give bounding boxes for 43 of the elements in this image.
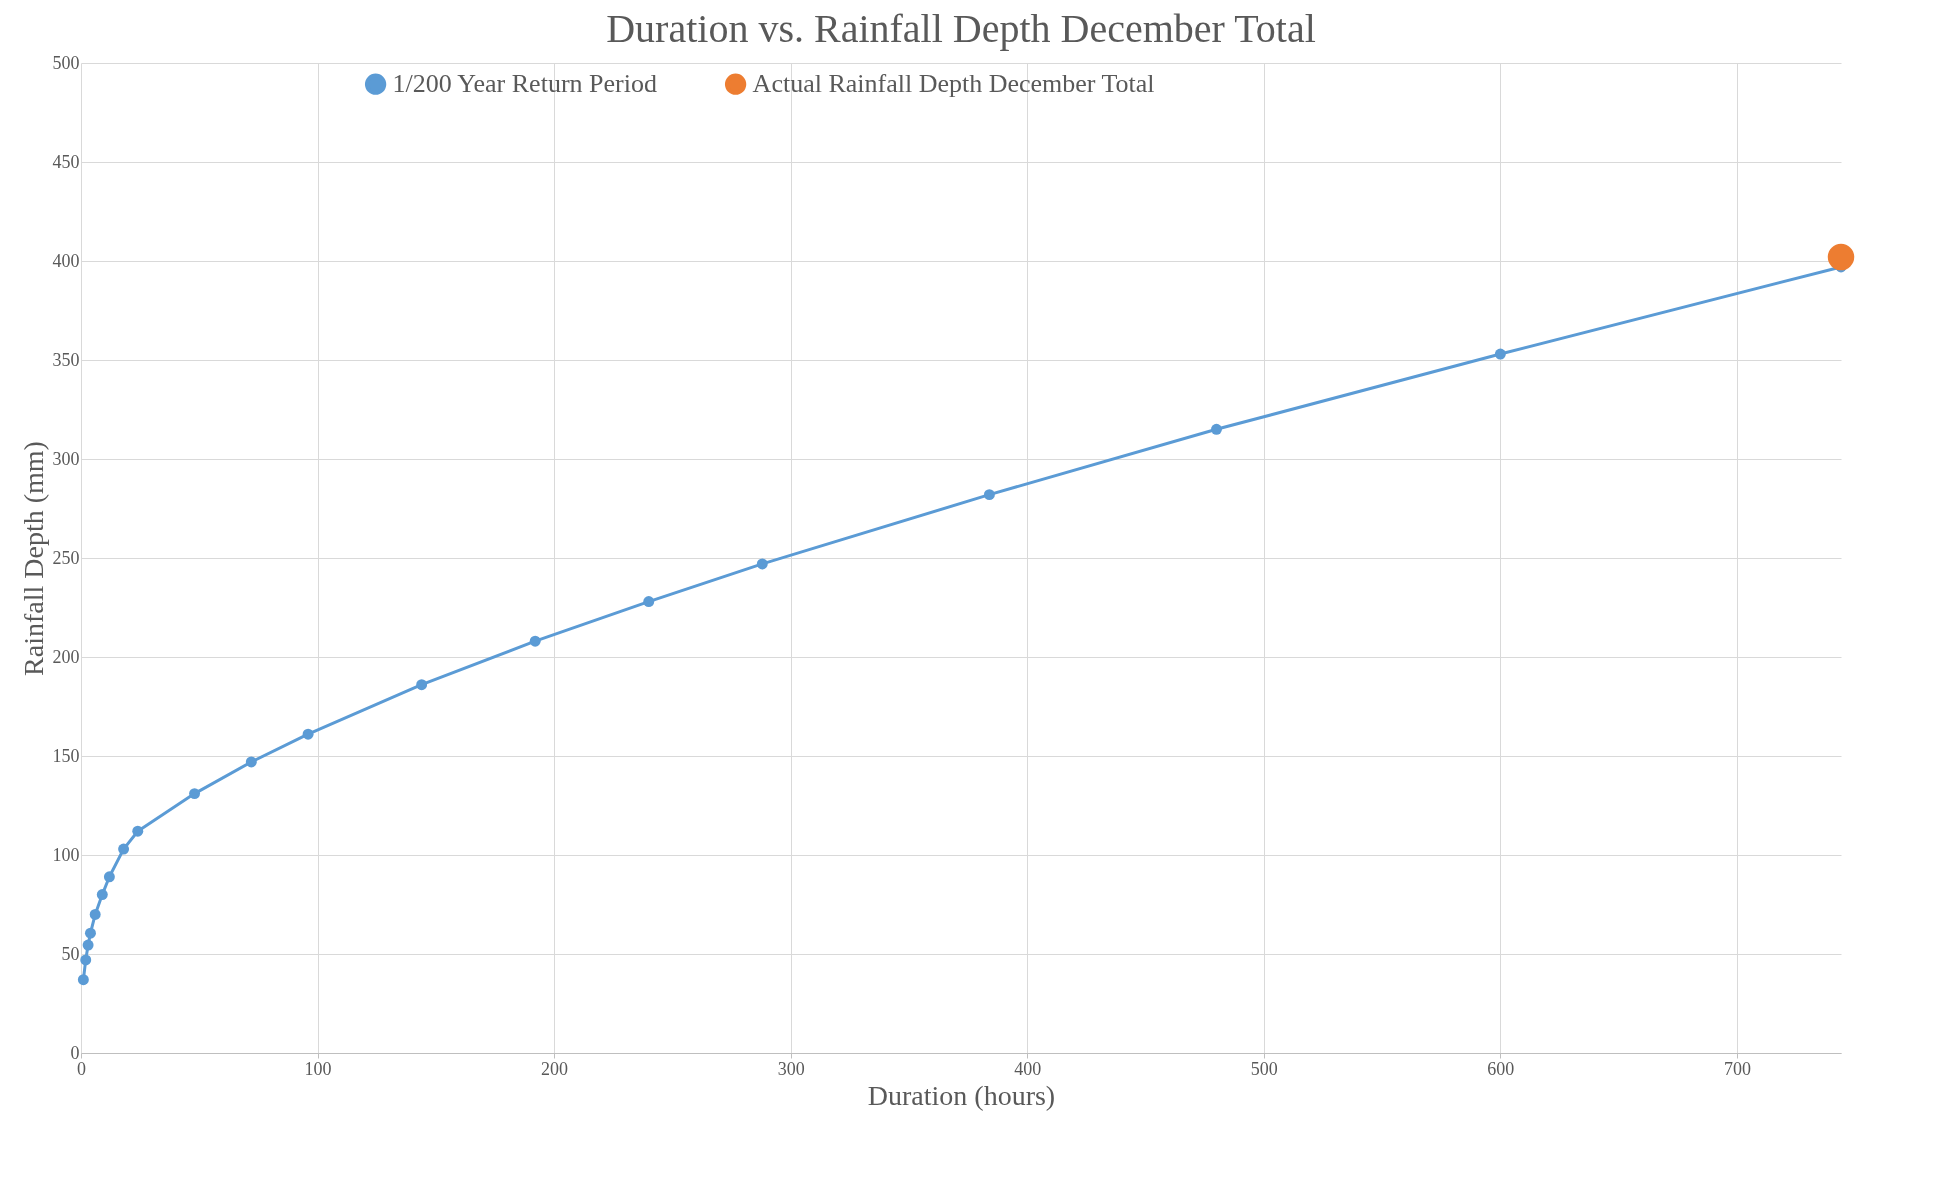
x-tick-label: 200 [541, 1058, 569, 1079]
chart-title: Duration vs. Rainfall Depth December Total [606, 6, 1316, 51]
x-tick-label: 300 [777, 1058, 805, 1079]
point [643, 596, 655, 608]
point [103, 871, 115, 883]
point [84, 927, 96, 939]
x-tick-label: 100 [304, 1058, 332, 1079]
x-tick-label: 600 [1487, 1058, 1515, 1079]
y-tick-label: 200 [52, 646, 80, 667]
x-tick-label: 400 [1014, 1058, 1042, 1079]
point [1211, 423, 1222, 435]
legend-label: Actual Rainfall Depth December Total [752, 69, 1155, 99]
y-tick-label: 150 [52, 745, 80, 766]
point [189, 788, 201, 800]
point [983, 489, 995, 501]
point [77, 974, 89, 986]
point [96, 889, 108, 901]
point [1494, 348, 1506, 360]
point [82, 939, 94, 951]
point [756, 558, 768, 570]
y-axis-title: Rainfall Depth (mm) [17, 441, 49, 676]
y-tick-label: 450 [52, 151, 80, 172]
y-tick-label: 100 [52, 844, 80, 865]
point [118, 843, 130, 855]
x-axis-title: Duration (hours) [867, 1079, 1056, 1111]
y-tick-label: 250 [52, 547, 80, 568]
point [245, 756, 257, 768]
y-tick-label: 500 [52, 52, 80, 73]
point [302, 728, 314, 740]
point [1827, 243, 1855, 271]
point [89, 908, 101, 920]
x-tick-label: 700 [1723, 1058, 1751, 1079]
point [529, 635, 541, 647]
x-tick-label: 500 [1250, 1058, 1278, 1079]
y-tick-label: 350 [52, 349, 80, 370]
y-tick-label: 400 [52, 250, 80, 271]
point [132, 825, 144, 837]
y-tick-label: 0 [70, 1042, 80, 1063]
y-tick-label: 300 [52, 448, 80, 469]
legend-label: 1/200 Year Return Period [392, 69, 657, 99]
point [80, 954, 92, 966]
y-tick-label: 50 [61, 943, 80, 964]
point [416, 679, 428, 691]
